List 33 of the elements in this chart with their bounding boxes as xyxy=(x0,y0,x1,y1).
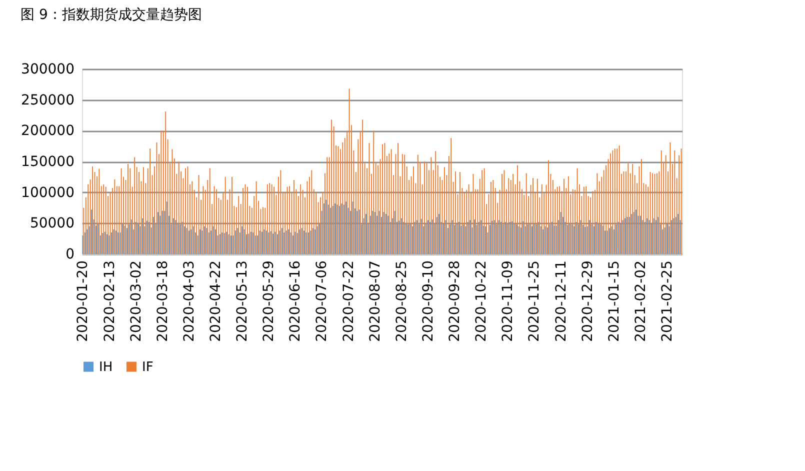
x-tick-label: 2021-01-15 xyxy=(606,260,622,342)
x-tick-label: 2020-12-11 xyxy=(553,260,570,342)
x-tick-label: 2020-03-02 xyxy=(128,260,144,342)
y-tick-label: 0 xyxy=(66,246,74,262)
chart-title: 图 9：指数期货成交量趋势图 xyxy=(20,7,202,23)
x-tick-label: 2020-08-25 xyxy=(394,260,410,342)
y-tick-label: 200000 xyxy=(21,123,74,140)
y-tick-label: 100000 xyxy=(21,184,74,201)
x-tick-label: 2020-08-07 xyxy=(367,260,384,342)
legend-label: IF xyxy=(142,360,154,375)
x-tick-label: 2020-07-22 xyxy=(340,260,357,342)
x-tick-label: 2020-06-16 xyxy=(288,260,304,342)
x-tick-label: 2020-11-09 xyxy=(500,260,516,342)
x-tick-label: 2020-09-28 xyxy=(447,260,464,342)
x-tick-label: 2020-12-29 xyxy=(580,260,596,342)
y-tick-label: 50000 xyxy=(30,216,74,232)
y-tick-label: 250000 xyxy=(21,92,74,108)
x-tick-label: 2020-07-06 xyxy=(314,260,330,342)
x-tick-label: 2020-02-13 xyxy=(102,260,118,342)
x-tick-label: 2020-03-18 xyxy=(154,260,171,342)
x-tick-label: 2020-01-20 xyxy=(75,260,92,342)
x-tick-label: 2021-02-02 xyxy=(632,260,649,342)
y-tick-label: 150000 xyxy=(21,154,74,170)
legend-label: IH xyxy=(99,360,113,375)
x-tick-label: 2020-04-03 xyxy=(181,260,198,342)
x-tick-label: 2020-11-25 xyxy=(526,260,543,342)
x-tick-label: 2020-04-22 xyxy=(208,260,224,342)
x-tick-label: 2020-05-13 xyxy=(234,260,251,342)
y-tick-label: 300000 xyxy=(21,62,74,78)
x-tick-label: 2020-09-10 xyxy=(420,260,436,342)
x-tick-label: 2021-02-25 xyxy=(660,260,676,342)
x-tick-label: 2020-10-22 xyxy=(474,260,490,342)
x-tick-label: 2020-05-29 xyxy=(261,260,278,342)
